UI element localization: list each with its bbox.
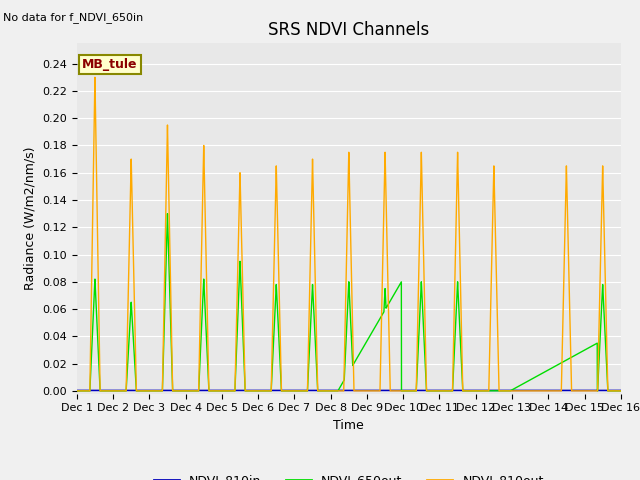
Text: MB_tule: MB_tule xyxy=(82,58,138,71)
Title: SRS NDVI Channels: SRS NDVI Channels xyxy=(268,21,429,39)
Y-axis label: Radiance (W/m2/nm/s): Radiance (W/m2/nm/s) xyxy=(24,147,36,290)
Text: No data for f_NDVI_650in: No data for f_NDVI_650in xyxy=(3,12,143,23)
Legend: NDVI_810in, NDVI_650out, NDVI_810out: NDVI_810in, NDVI_650out, NDVI_810out xyxy=(148,469,549,480)
X-axis label: Time: Time xyxy=(333,419,364,432)
